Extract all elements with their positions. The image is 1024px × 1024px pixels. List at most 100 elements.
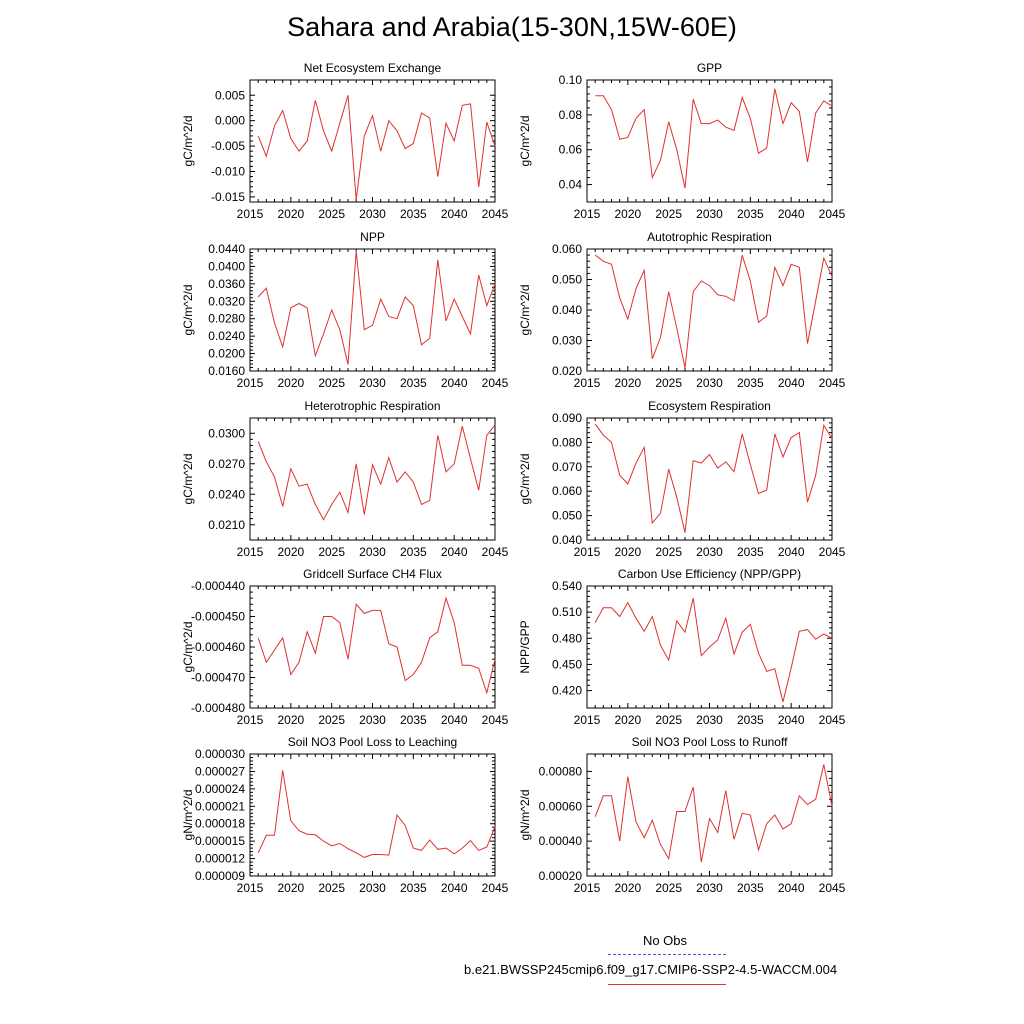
series-line <box>257 424 496 521</box>
y-tick-label: 0.10 <box>559 73 583 87</box>
y-tick-label: 0.000021 <box>195 799 245 813</box>
x-tick-label: 2030 <box>696 545 723 559</box>
y-tick-label: 0.0400 <box>208 259 245 273</box>
series-line <box>257 770 496 858</box>
y-tick-label: -0.000460 <box>191 640 245 654</box>
x-tick-label: 2045 <box>819 545 846 559</box>
x-tick-label: 2035 <box>737 881 764 895</box>
y-tick-label: 0.090 <box>552 411 582 425</box>
y-tick-label: 0.00080 <box>539 764 583 778</box>
x-tick-label: 2045 <box>819 713 846 727</box>
x-tick-label: 2020 <box>277 207 304 221</box>
x-tick-label: 2045 <box>482 713 509 727</box>
y-axis-label: gC/m^2/d <box>181 285 195 336</box>
x-tick-label: 2035 <box>400 207 427 221</box>
x-tick-label: 2030 <box>696 207 723 221</box>
series-line <box>594 254 833 369</box>
y-tick-label: 0.0270 <box>208 457 245 471</box>
x-tick-label: 2045 <box>482 376 509 390</box>
x-tick-label: 2040 <box>778 207 805 221</box>
x-tick-label: 2015 <box>237 881 264 895</box>
y-tick-label: 0.040 <box>552 533 582 547</box>
y-tick-label: 0.510 <box>552 605 582 619</box>
x-tick-label: 2020 <box>277 881 304 895</box>
x-tick-label: 2045 <box>482 545 509 559</box>
series-line <box>257 596 496 695</box>
y-tick-label: 0.450 <box>552 657 582 671</box>
x-tick-label: 2040 <box>778 545 805 559</box>
plot-frame <box>586 79 833 203</box>
y-tick-label: 0.0210 <box>208 518 245 532</box>
x-tick-label: 2040 <box>778 881 805 895</box>
y-tick-label: 0.000009 <box>195 869 245 883</box>
y-tick-label: -0.015 <box>211 190 245 204</box>
plot-frame <box>249 753 496 877</box>
x-tick-label: 2020 <box>277 545 304 559</box>
x-tick-label: 2035 <box>737 376 764 390</box>
series-line <box>595 88 833 189</box>
panel-6: Ecosystem Respiration gC/m^2/d 2015 2020 202… <box>518 399 846 559</box>
y-tick-label: -0.000480 <box>191 701 245 715</box>
panel-1: Net Ecosystem Exchange gC/m^2/d 2015 2020 20… <box>181 61 509 221</box>
x-tick-label: 2020 <box>614 376 641 390</box>
panel-title: Heterotrophic Respiration <box>304 399 440 413</box>
y-tick-label: -0.000450 <box>191 610 245 624</box>
y-tick-label: 0.540 <box>552 579 582 593</box>
panel-title: Ecosystem Respiration <box>648 399 771 413</box>
panel-title: Soil NO3 Pool Loss to Leaching <box>288 735 457 749</box>
x-tick-label: 2030 <box>359 713 386 727</box>
y-tick-label: -0.005 <box>211 139 245 153</box>
y-axis-label: NPP/GPP <box>518 620 532 673</box>
y-tick-label: 0.040 <box>552 303 582 317</box>
panel-title: Soil NO3 Pool Loss to Runoff <box>632 735 789 749</box>
panel-4: Autotrophic Respiration gC/m^2/d 2015 2020 2… <box>518 230 846 390</box>
y-tick-label: 0.080 <box>552 435 582 449</box>
y-tick-label: 0.000015 <box>195 834 245 848</box>
x-tick-label: 2015 <box>237 713 264 727</box>
y-tick-label: 0.050 <box>552 273 582 287</box>
y-tick-label: 0.480 <box>552 631 582 645</box>
x-tick-label: 2015 <box>574 207 601 221</box>
y-tick-label: 0.000012 <box>195 852 245 866</box>
y-tick-label: 0.06 <box>559 143 583 157</box>
page-title: Sahara and Arabia(15-30N,15W-60E) <box>287 12 737 42</box>
y-tick-label: 0.00060 <box>539 799 583 813</box>
x-tick-label: 2025 <box>655 545 682 559</box>
x-tick-label: 2040 <box>441 713 468 727</box>
y-tick-label: 0.000024 <box>195 782 245 796</box>
x-tick-label: 2015 <box>237 207 264 221</box>
x-tick-label: 2015 <box>574 545 601 559</box>
x-tick-label: 2015 <box>237 545 264 559</box>
x-tick-label: 2015 <box>574 376 601 390</box>
x-tick-label: 2045 <box>819 881 846 895</box>
panel-title: Carbon Use Efficiency (NPP/GPP) <box>618 567 801 581</box>
x-tick-label: 2035 <box>737 545 764 559</box>
y-tick-label: 0.00020 <box>539 869 583 883</box>
x-tick-label: 2045 <box>819 376 846 390</box>
x-tick-label: 2015 <box>574 713 601 727</box>
plot-frame <box>249 79 496 203</box>
x-tick-label: 2020 <box>277 713 304 727</box>
y-axis-label: gN/m^2/d <box>181 790 195 841</box>
x-tick-label: 2035 <box>737 207 764 221</box>
y-tick-label: 0.0300 <box>208 426 245 440</box>
y-tick-label: 0.020 <box>552 364 582 378</box>
x-tick-label: 2015 <box>574 881 601 895</box>
panel-2: GPP gC/m^2/d 2015 2020 2025 2030 2035 2040 2045 0… <box>518 61 846 221</box>
panel-9: Soil NO3 Pool Loss to Leaching gN/m^2/d 20… <box>181 735 509 895</box>
series-line <box>594 598 833 703</box>
panel-title: Autotrophic Respiration <box>647 230 772 244</box>
panel-10: Soil NO3 Pool Loss to Runoff gN/m^2/d 2015… <box>518 735 846 895</box>
x-tick-label: 2035 <box>737 713 764 727</box>
series-line <box>594 764 833 863</box>
x-tick-label: 2020 <box>614 881 641 895</box>
y-tick-label: 0.050 <box>552 509 582 523</box>
panel-3: NPP gC/m^2/d 2015 2020 2025 2030 2035 2040 2045 0… <box>181 230 509 390</box>
x-tick-label: 2045 <box>482 881 509 895</box>
x-tick-label: 2025 <box>655 207 682 221</box>
panel-title: GPP <box>697 61 722 75</box>
y-tick-label: 0.070 <box>552 460 582 474</box>
x-tick-label: 2030 <box>696 713 723 727</box>
y-tick-label: 0.000027 <box>195 764 245 778</box>
x-tick-label: 2025 <box>318 881 345 895</box>
